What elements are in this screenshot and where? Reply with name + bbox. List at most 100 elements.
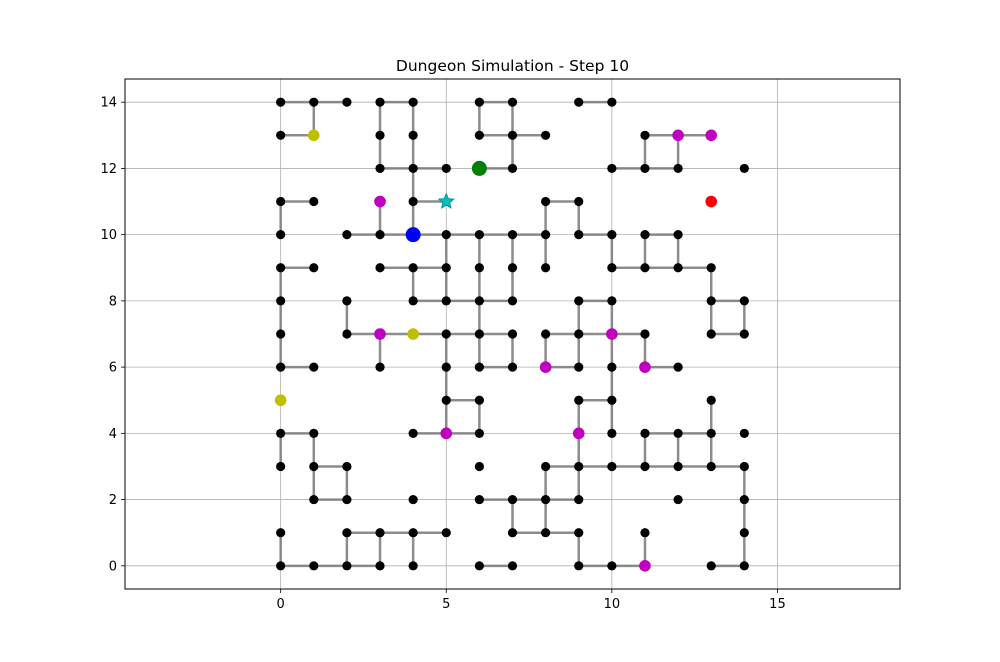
trap-marker [539, 361, 552, 373]
room-node [375, 263, 385, 273]
room-node [507, 362, 518, 372]
room-node [276, 561, 286, 571]
room-node [640, 528, 650, 538]
room-node [706, 461, 716, 472]
room-node [507, 130, 518, 140]
y-tick-label: 4 [109, 427, 117, 442]
room-node [342, 561, 352, 571]
room-node [640, 163, 650, 174]
room-node [739, 528, 749, 538]
room-node [276, 97, 286, 107]
y-tick-label: 10 [100, 228, 117, 243]
room-node [441, 362, 451, 372]
trap-marker [606, 328, 618, 340]
item-marker [407, 328, 419, 340]
room-node [474, 494, 484, 505]
room-node [541, 196, 551, 207]
room-node [375, 362, 385, 372]
room-node [474, 395, 484, 405]
room-node [739, 329, 749, 339]
room-node [640, 130, 650, 140]
room-node [507, 494, 518, 505]
room-node [673, 163, 683, 174]
trap-marker [440, 427, 453, 440]
room-node [541, 329, 551, 339]
room-nodes [276, 97, 749, 571]
room-node [474, 461, 484, 472]
room-node [574, 329, 584, 339]
goal-marker [471, 160, 487, 176]
room-node [541, 494, 551, 505]
room-node [474, 97, 484, 107]
room-node [408, 296, 418, 306]
room-node [276, 196, 286, 207]
room-node [441, 263, 451, 273]
room-node [507, 296, 518, 306]
y-tick-label: 0 [109, 559, 117, 574]
room-node [574, 97, 584, 107]
room-node [342, 296, 352, 306]
room-node [408, 163, 418, 174]
room-node [276, 362, 286, 372]
room-node [673, 230, 683, 240]
trap-marker [572, 427, 585, 440]
room-node [276, 329, 286, 339]
x-axis-ticks: 0 5 10 15 [277, 589, 786, 612]
room-node [673, 428, 683, 438]
room-node [441, 296, 451, 306]
room-node [706, 395, 716, 405]
room-node [276, 461, 286, 472]
room-node [474, 329, 484, 339]
room-node [739, 494, 749, 505]
room-node [342, 461, 352, 472]
room-node [441, 230, 451, 240]
room-node [408, 561, 418, 571]
y-tick-label: 2 [109, 493, 117, 508]
item-marker [307, 129, 320, 142]
room-node [673, 494, 683, 505]
room-node [706, 263, 716, 273]
corridor-edges [279, 100, 746, 568]
room-node [375, 130, 385, 140]
key-star-marker [437, 192, 455, 209]
room-node [309, 97, 319, 107]
room-node [574, 561, 584, 571]
room-node [574, 362, 584, 372]
room-node [541, 230, 551, 240]
room-node [474, 362, 484, 372]
room-node [706, 329, 716, 339]
room-node [607, 461, 617, 472]
room-node [474, 230, 484, 240]
room-node [309, 428, 319, 438]
room-node [574, 296, 584, 306]
room-node [673, 461, 683, 472]
room-node [574, 528, 584, 538]
room-node [739, 461, 749, 472]
room-node [541, 461, 551, 472]
room-node [276, 230, 286, 240]
room-node [706, 428, 716, 438]
room-node [441, 329, 451, 339]
room-node [607, 428, 617, 438]
room-node [607, 263, 617, 273]
room-node [474, 296, 484, 306]
room-node [739, 163, 749, 174]
room-node [640, 263, 650, 273]
room-node [607, 163, 617, 174]
room-node [375, 561, 385, 571]
trap-marker [374, 195, 386, 208]
room-node [507, 561, 518, 571]
room-node [607, 362, 617, 372]
room-node [507, 528, 518, 538]
room-node [375, 97, 385, 107]
room-node [574, 494, 584, 505]
room-node [574, 196, 584, 207]
item-marker [274, 394, 287, 407]
room-node [309, 494, 319, 505]
trap-marker [374, 328, 386, 340]
room-node [574, 395, 584, 405]
room-node [408, 528, 418, 538]
room-node [507, 263, 518, 273]
room-node [507, 230, 518, 240]
